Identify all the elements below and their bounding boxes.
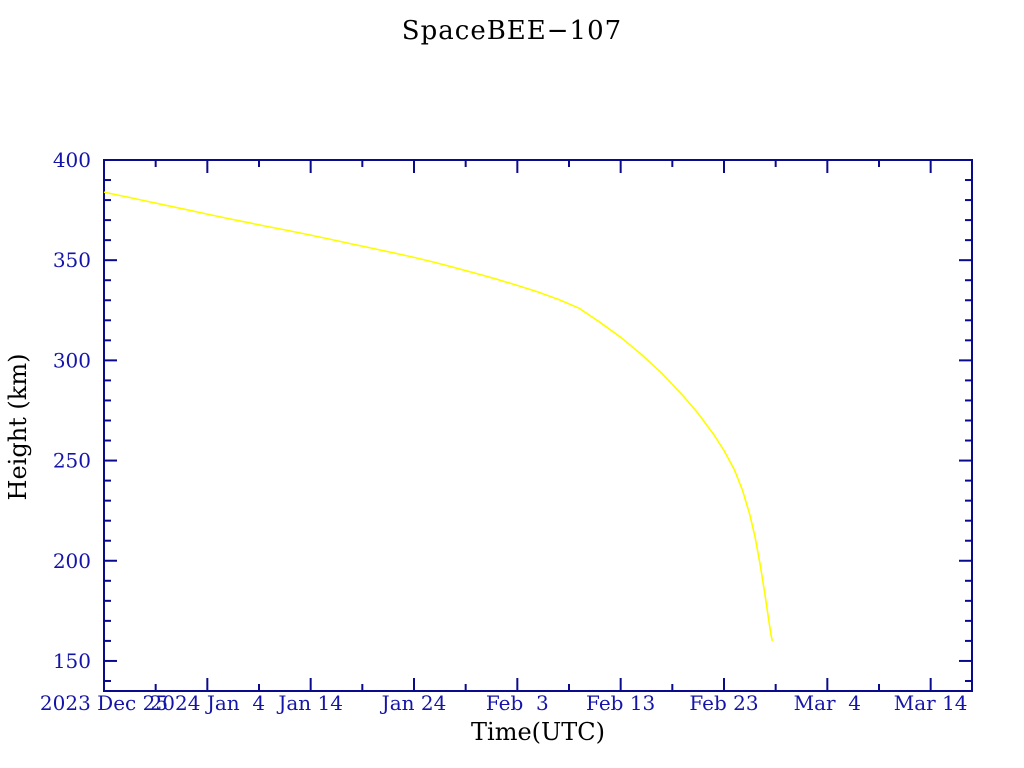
x-tick-label: 2024 Jan 4 [150,691,266,715]
y-tick-label: 200 [53,549,91,573]
x-tick-label: Jan 14 [276,691,343,715]
x-tick-label: Feb 3 [486,691,549,715]
y-tick-label: 300 [53,348,91,372]
x-axis-title: Time(UTC) [471,718,605,746]
x-tick-label: Mar 4 [794,691,861,715]
y-tick-label: 250 [53,449,91,473]
x-tick-label: Mar 14 [894,691,968,715]
y-tick-label: 400 [53,148,91,172]
y-tick-label: 350 [53,248,91,272]
x-tick-label: Feb 23 [689,691,758,715]
y-tick-label: 150 [53,649,91,673]
x-tick-label: Feb 13 [586,691,655,715]
x-tick-label: 2023 Dec 25 [40,691,168,715]
chart-title: SpaceBEE−107 [401,16,623,46]
x-tick-label: Jan 24 [380,691,447,715]
decay-curve [103,191,774,642]
plot-frame [103,159,973,692]
